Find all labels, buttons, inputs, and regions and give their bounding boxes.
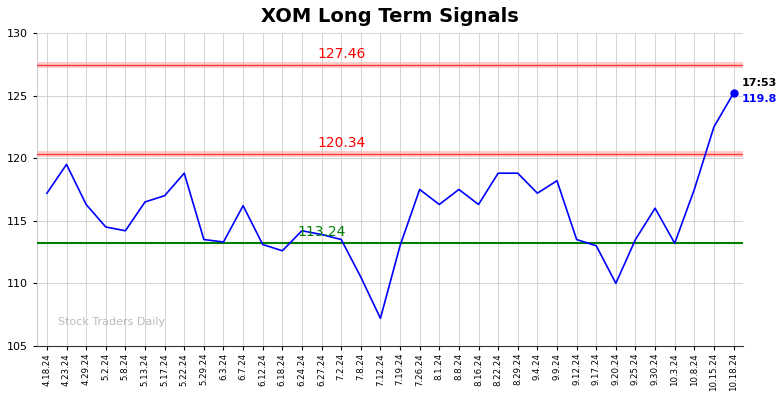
Bar <box>37 151 743 157</box>
Text: 127.46: 127.46 <box>317 47 365 61</box>
Text: 119.8: 119.8 <box>742 94 777 104</box>
Bar <box>37 62 743 68</box>
Text: 17:53: 17:53 <box>742 78 777 88</box>
Text: Stock Traders Daily: Stock Traders Daily <box>58 317 165 327</box>
Text: 120.34: 120.34 <box>317 136 365 150</box>
Text: 113.24: 113.24 <box>297 225 346 239</box>
Title: XOM Long Term Signals: XOM Long Term Signals <box>261 7 519 26</box>
